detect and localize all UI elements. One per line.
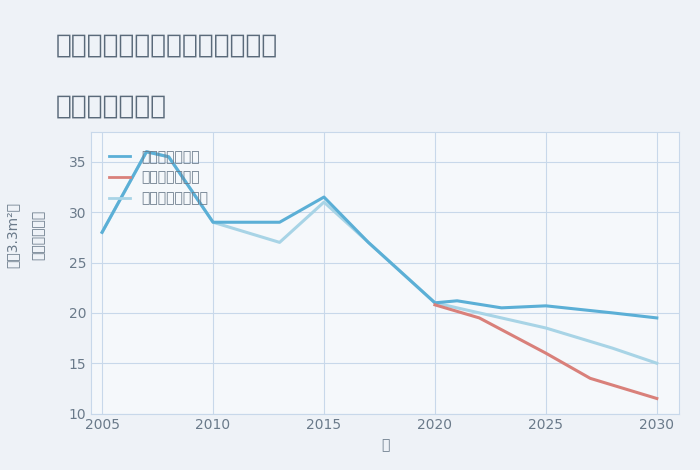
Text: 坪（3.3m²）: 坪（3.3m²） [6, 202, 20, 268]
Text: 土地の価格推移: 土地の価格推移 [56, 94, 167, 120]
Legend: グッドシナリオ, バッドシナリオ, ノーマルシナリオ: グッドシナリオ, バッドシナリオ, ノーマルシナリオ [104, 144, 214, 211]
Text: 埼玉県比企郡ときがわ町大野の: 埼玉県比企郡ときがわ町大野の [56, 33, 279, 59]
X-axis label: 年: 年 [381, 438, 389, 452]
Text: 単価（万円）: 単価（万円） [32, 210, 46, 260]
